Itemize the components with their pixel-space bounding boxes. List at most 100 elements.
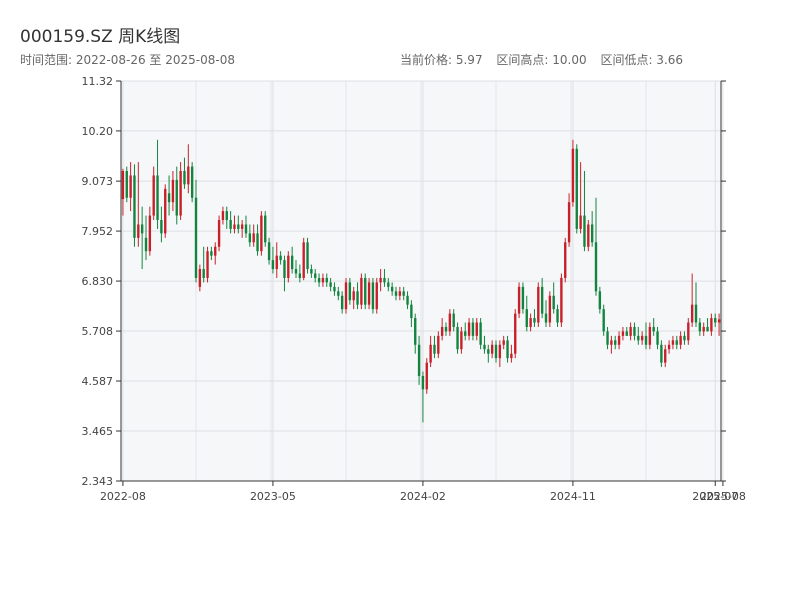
candle (244, 215, 248, 238)
candle (183, 157, 186, 189)
candle-body (648, 326, 652, 345)
candle-body (587, 224, 590, 247)
candle (556, 304, 559, 327)
candle-body (644, 335, 648, 345)
candle (487, 344, 490, 363)
candle (217, 215, 221, 252)
candle-body (621, 331, 625, 336)
candle (621, 326, 625, 341)
candle-body (687, 322, 690, 341)
candle (352, 286, 355, 310)
candle (267, 237, 271, 265)
candle-body (371, 282, 375, 310)
candle (283, 255, 286, 292)
candle (167, 175, 171, 216)
candle-body (179, 171, 182, 216)
candle (390, 282, 394, 296)
candle-body (579, 215, 582, 229)
candle-body (298, 273, 302, 278)
candle (571, 139, 575, 207)
candle (514, 309, 517, 359)
candle-body (187, 166, 190, 185)
candle (594, 197, 598, 296)
candle (702, 322, 705, 336)
candle-body (583, 215, 586, 247)
candle (714, 313, 717, 327)
candle-body (437, 335, 440, 354)
candle-body (171, 179, 175, 203)
candle (240, 220, 244, 238)
candle (344, 277, 348, 314)
candle (456, 322, 459, 354)
candle-body (494, 344, 498, 359)
x-tick-label: 2025-08 (700, 490, 746, 503)
candle (279, 251, 282, 265)
candle (687, 318, 690, 345)
candle (129, 162, 132, 212)
candle-body (125, 171, 128, 198)
candle-body (244, 224, 248, 234)
candle-body (287, 255, 290, 278)
candle-body (575, 148, 578, 229)
candle (287, 251, 290, 283)
candle (417, 335, 421, 385)
candle (310, 264, 313, 278)
candle-body (444, 326, 448, 332)
candle (717, 313, 721, 336)
y-tick-label: 9.073 (82, 175, 114, 188)
candle-body (260, 215, 263, 252)
candle-body (410, 304, 413, 319)
candle-body (302, 242, 305, 278)
candle (564, 237, 567, 283)
candle (437, 331, 440, 359)
candle (383, 269, 386, 287)
candle-body (640, 335, 644, 341)
candle-body (706, 326, 709, 332)
candle-body (352, 291, 355, 301)
candle (552, 282, 555, 314)
candle (544, 300, 548, 327)
candle (637, 326, 640, 345)
candle (698, 318, 702, 336)
candle-body (214, 246, 217, 256)
candle-body (671, 340, 675, 345)
candle-body (460, 331, 463, 350)
candle-body (344, 282, 348, 310)
candle-body (467, 322, 471, 336)
range-high-label: 区间高点: 10.00 (496, 53, 587, 67)
candle-body (448, 313, 452, 332)
candle-body (137, 224, 140, 238)
candle-body (702, 326, 705, 332)
candle-body (529, 318, 532, 327)
tick-labels: 2.343 3.465 4.587 5.708 6.830 7.952 9.073 10.20… (82, 75, 746, 503)
candle (264, 211, 267, 247)
candle (414, 313, 417, 354)
candle-body (156, 175, 159, 221)
y-tick-label: 5.708 (82, 325, 114, 338)
candle-body (590, 224, 594, 243)
candle-body (414, 318, 417, 345)
date-range-text: 时间范围: 2022-08-26 至 2025-08-08 (20, 53, 235, 67)
candle (302, 237, 305, 281)
candle-body (133, 175, 136, 238)
candle (648, 322, 652, 350)
candle (625, 326, 628, 336)
candle-body (683, 335, 686, 341)
candle (329, 277, 332, 292)
candle (483, 335, 486, 354)
candle-body (625, 331, 628, 336)
candle-body (267, 242, 271, 261)
candle (190, 162, 194, 203)
candle (198, 264, 202, 292)
candle (306, 237, 309, 274)
candle (256, 224, 259, 256)
candle-body (571, 148, 575, 203)
candle-body (248, 233, 252, 243)
candle (602, 304, 605, 336)
candle-body (229, 220, 232, 229)
candle-body (240, 224, 244, 229)
candle (502, 335, 505, 350)
x-tick-label: 2024-02 (400, 490, 446, 503)
candle (579, 162, 582, 234)
candle (364, 273, 367, 310)
